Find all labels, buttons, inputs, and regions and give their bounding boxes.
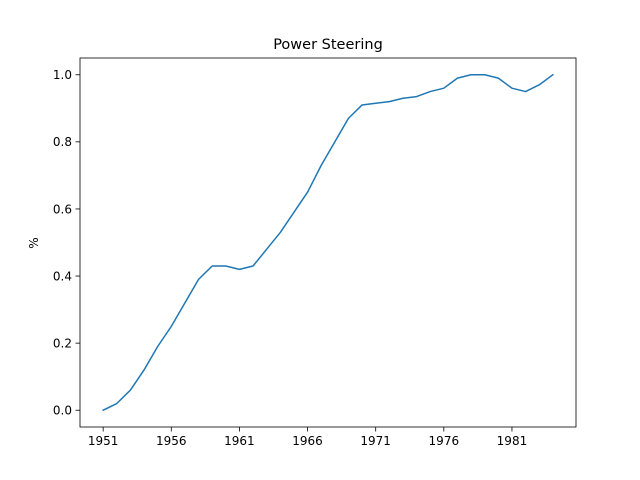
x-tick-label: 1951 bbox=[88, 434, 119, 448]
axes-frame bbox=[79, 57, 577, 428]
x-tick-label: 1976 bbox=[429, 434, 460, 448]
plot-area: 1951 1956 1961 1966 1971 1976 1981 0.0 0.2 0.4 0.6… bbox=[53, 57, 577, 448]
y-tick-label: 0.8 bbox=[53, 135, 72, 149]
y-tick-label: 0.6 bbox=[53, 202, 72, 216]
y-tick-label: 1.0 bbox=[53, 68, 72, 82]
x-tick-label: 1971 bbox=[360, 434, 391, 448]
chart-title: Power Steering bbox=[273, 37, 383, 53]
y-tick-label: 0.0 bbox=[53, 404, 72, 418]
y-tick-label: 0.4 bbox=[53, 269, 72, 283]
x-tick-label: 1981 bbox=[497, 434, 528, 448]
y-tick-label: 0.2 bbox=[53, 336, 72, 350]
x-tick-label: 1961 bbox=[224, 434, 255, 448]
series-line bbox=[102, 73, 554, 412]
x-tick-label: 1966 bbox=[292, 434, 323, 448]
y-axis-label: % bbox=[27, 237, 41, 248]
x-tick-label: 1956 bbox=[156, 434, 187, 448]
